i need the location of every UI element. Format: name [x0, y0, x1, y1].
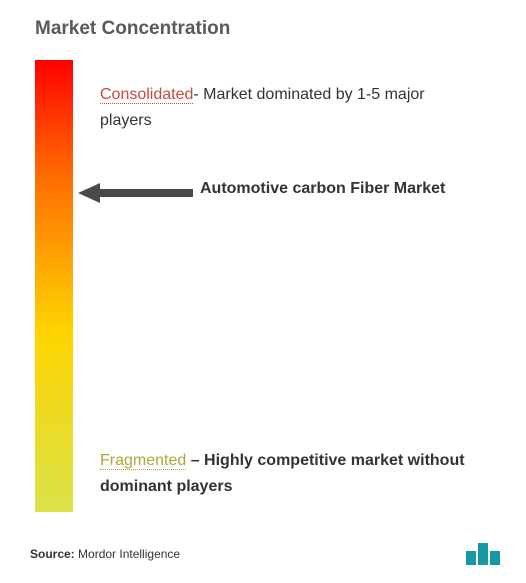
mordor-logo-icon	[466, 543, 500, 565]
marker-arrow-icon	[78, 180, 193, 211]
consolidated-label: Consolidated	[100, 86, 193, 104]
fragmented-label: Fragmented	[100, 452, 186, 470]
marker-label: Automotive carbon Fiber Market	[200, 180, 520, 198]
concentration-gradient-bar	[35, 60, 73, 512]
source-line: Source: Mordor Intelligence	[30, 547, 180, 561]
page-title: Market Concentration	[35, 18, 230, 40]
source-name: Mordor Intelligence	[78, 547, 180, 561]
fragmented-description: Fragmented – Highly competitive market w…	[100, 448, 500, 499]
consolidated-description: Consolidated- Market dominated by 1-5 ma…	[100, 82, 480, 133]
footer: Source: Mordor Intelligence	[30, 543, 500, 565]
source-prefix: Source:	[30, 547, 75, 561]
